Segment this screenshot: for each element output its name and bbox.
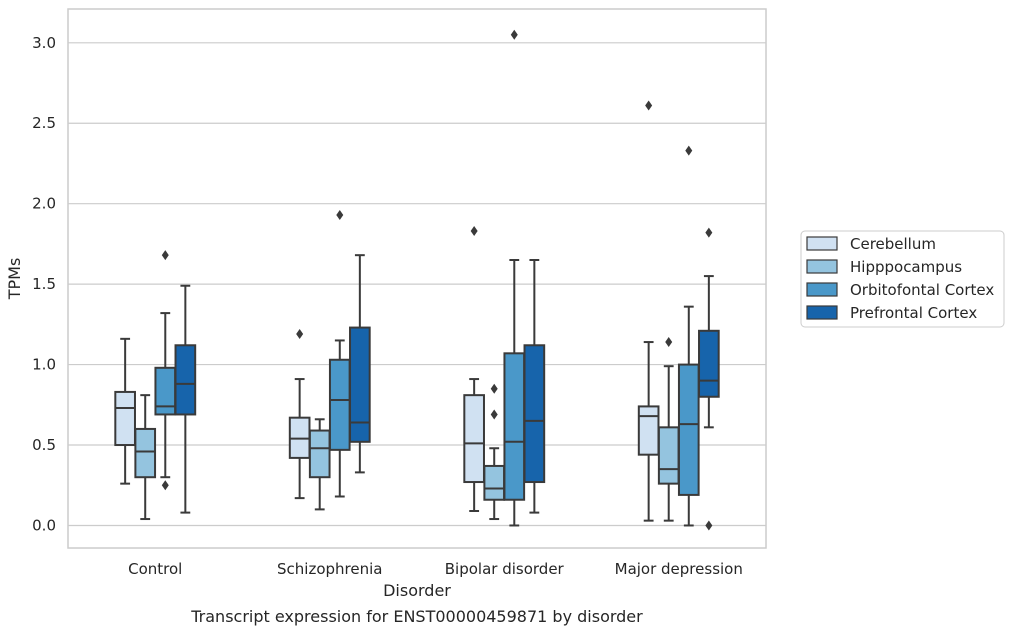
box-prefrontal-cortex [698, 227, 720, 531]
y-axis-label: TPMs [5, 258, 24, 301]
y-tick-label: 2.0 [32, 195, 56, 213]
outlier-point [161, 250, 169, 261]
x-tick-label: Control [128, 560, 182, 578]
box-body [308, 429, 331, 479]
x-axis-label: Disorder [383, 581, 451, 600]
outlier-point [296, 329, 304, 340]
legend-label: Prefrontal Cortex [850, 304, 977, 322]
outlier-point [161, 480, 169, 491]
box-orbitofontal-cortex [154, 250, 177, 491]
box-body [523, 344, 546, 484]
y-tick-label: 0.5 [32, 436, 56, 454]
box-prefrontal-cortex [174, 284, 197, 514]
y-tick-label: 3.0 [32, 34, 56, 52]
box-cerebellum [463, 226, 485, 512]
legend-swatch [806, 305, 838, 320]
box-orbitofontal-cortex [328, 209, 351, 498]
box-body [349, 326, 371, 443]
box-body [483, 464, 506, 501]
outlier-point [490, 409, 498, 420]
outlier-point [470, 226, 478, 237]
outlier-point [336, 209, 344, 220]
box-prefrontal-cortex [523, 258, 546, 514]
box-orbitofontal-cortex [503, 29, 526, 527]
outlier-point [685, 145, 693, 156]
y-tick-label: 1.5 [32, 275, 56, 293]
box-body [328, 358, 351, 451]
box-hipppocampus [657, 337, 680, 522]
box-hipppocampus [308, 418, 331, 511]
y-tick-label: 2.5 [32, 114, 56, 132]
box-body [463, 394, 485, 484]
legend-label: Cerebellum [850, 235, 936, 253]
box-hipppocampus [134, 394, 157, 521]
legend-swatch [806, 259, 838, 274]
box-body [114, 390, 136, 447]
outlier-point [645, 100, 653, 111]
legend-label: Hipppocampus [850, 258, 962, 276]
box-hipppocampus [483, 383, 506, 521]
box-body [637, 405, 660, 456]
box-body [657, 426, 680, 485]
box-body [503, 352, 526, 501]
outlier-point [490, 383, 498, 394]
box-body [174, 344, 197, 416]
chart-caption: Transcript expression for ENST0000045987… [190, 607, 643, 626]
y-axis-ticks: 0.0 0.5 1.0 1.5 2.0 2.5 3.0 [32, 34, 56, 535]
box-body [677, 363, 700, 496]
box-cerebellum [114, 337, 136, 485]
box-orbitofontal-cortex [677, 145, 700, 527]
box-body [134, 427, 157, 479]
y-tick-label: 1.0 [32, 356, 56, 374]
x-axis-ticks: Control Schizophrenia Bipolar disorder Majo… [128, 560, 743, 578]
legend-swatch [806, 236, 838, 251]
box-cerebellum [288, 329, 311, 500]
legend-box [800, 230, 1005, 328]
legend: Cerebellum Hipppocampus Orbitofontal Corte… [800, 230, 1005, 328]
box-prefrontal-cortex [349, 254, 371, 474]
legend-swatch [806, 282, 838, 297]
y-tick-label: 0.0 [32, 516, 56, 534]
box-cerebellum [637, 100, 660, 522]
outlier-point [665, 337, 673, 348]
x-tick-label: Bipolar disorder [445, 560, 565, 578]
box-body [698, 329, 720, 398]
x-tick-label: Major depression [615, 560, 743, 578]
legend-label: Orbitofontal Cortex [850, 281, 994, 299]
outlier-point [510, 29, 518, 40]
plot-area [114, 29, 720, 531]
x-tick-label: Schizophrenia [277, 560, 382, 578]
outlier-point [705, 227, 713, 238]
outlier-point [705, 520, 713, 531]
plot-frame [67, 8, 767, 549]
box-body [154, 366, 177, 416]
